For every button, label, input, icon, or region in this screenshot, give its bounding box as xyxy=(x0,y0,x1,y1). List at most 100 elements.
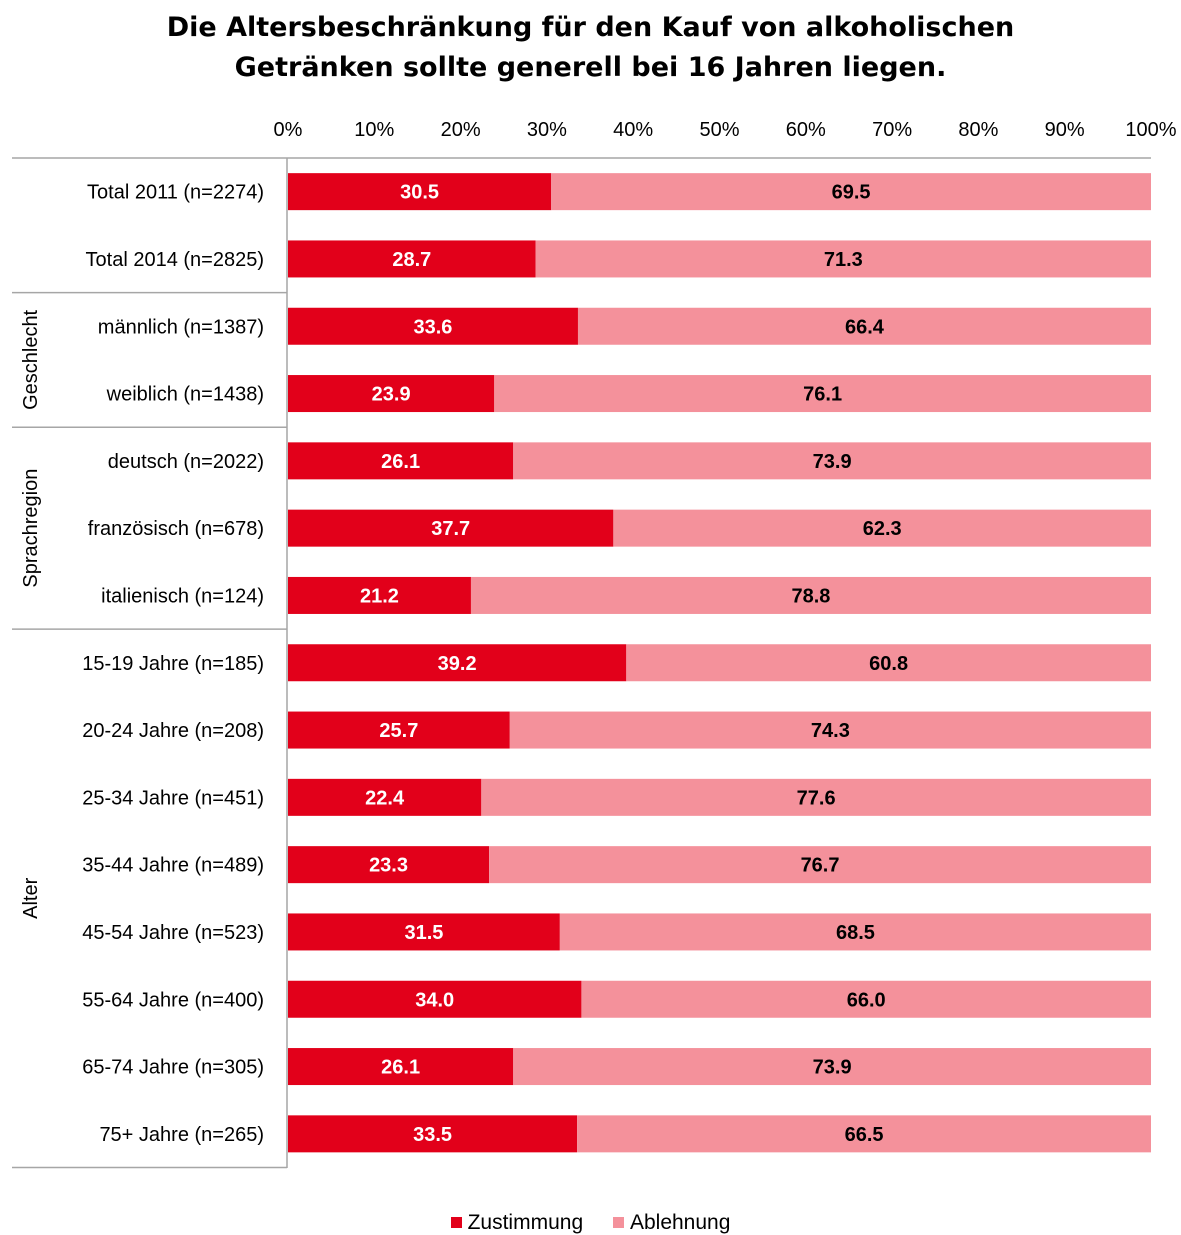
bar-segment-zustimmung xyxy=(288,980,582,1018)
category-label: männlich (n=1387) xyxy=(98,316,264,338)
bar-segment-ablehnung xyxy=(470,576,1151,614)
data-label-ablehnung: 74.3 xyxy=(811,720,850,742)
data-label-zustimmung: 23.3 xyxy=(369,855,408,877)
data-label-zustimmung: 26.1 xyxy=(381,1057,420,1079)
bar-segment-ablehnung xyxy=(581,980,1151,1018)
x-tick-label: 20% xyxy=(441,119,481,141)
bar-segment-zustimmung xyxy=(288,576,471,614)
chart-title-line-2: Getränken sollte generell bei 16 Jahren … xyxy=(234,52,947,83)
group-label: Sprachregion xyxy=(20,469,42,588)
chart-title: Die Altersbeschränkung für den Kauf von … xyxy=(0,8,1181,88)
bar-segment-ablehnung xyxy=(577,307,1151,345)
bar-segment-zustimmung xyxy=(288,375,495,413)
data-label-ablehnung: 66.4 xyxy=(845,316,885,338)
bar-segment-zustimmung xyxy=(288,442,514,480)
legend-item-zustimmung: Zustimmung xyxy=(450,1210,584,1235)
bar-segment-zustimmung xyxy=(288,173,552,211)
bar-segment-ablehnung xyxy=(513,442,1151,480)
bar-segment-ablehnung xyxy=(481,778,1151,816)
category-label: 65-74 Jahre (n=305) xyxy=(82,1057,264,1079)
category-label: 20-24 Jahre (n=208) xyxy=(82,720,264,742)
category-label: französisch (n=678) xyxy=(88,518,264,540)
category-label: Total 2011 (n=2274) xyxy=(87,182,264,204)
bar-segment-ablehnung xyxy=(535,240,1151,278)
data-label-zustimmung: 33.5 xyxy=(413,1124,452,1146)
legend-swatch-ablehnung xyxy=(612,1217,624,1228)
data-label-ablehnung: 73.9 xyxy=(813,451,852,473)
bar-segment-zustimmung xyxy=(288,913,560,951)
x-tick-label: 60% xyxy=(786,119,826,141)
x-tick-label: 90% xyxy=(1045,119,1085,141)
stacked-bar-chart: 0% 10% 20% 30% 40% 50% 60% 70% 80% 90% 100% Total 2… xyxy=(12,119,1177,1169)
chart-title-line-1: Die Altersbeschränkung für den Kauf von … xyxy=(166,12,1015,43)
bar-segment-ablehnung xyxy=(577,1115,1151,1153)
bar-segment-ablehnung xyxy=(559,913,1151,951)
category-label: Total 2014 (n=2825) xyxy=(86,249,264,271)
bar-segment-zustimmung xyxy=(288,644,627,682)
category-label: 25-34 Jahre (n=451) xyxy=(82,787,264,809)
category-label: 75+ Jahre (n=265) xyxy=(99,1124,264,1146)
category-label: 55-64 Jahre (n=400) xyxy=(82,989,264,1011)
x-tick-label: 30% xyxy=(527,119,567,141)
data-label-ablehnung: 60.8 xyxy=(869,653,908,675)
data-label-zustimmung: 22.4 xyxy=(365,787,405,809)
legend-label-zustimmung: Zustimmung xyxy=(467,1210,584,1234)
data-label-zustimmung: 25.7 xyxy=(379,720,418,742)
data-label-ablehnung: 62.3 xyxy=(863,518,902,540)
legend-label-ablehnung: Ablehnung xyxy=(629,1210,731,1234)
data-label-zustimmung: 33.6 xyxy=(414,316,453,338)
bar-segment-ablehnung xyxy=(513,1048,1151,1086)
data-label-zustimmung: 26.1 xyxy=(381,451,420,473)
bar-segment-zustimmung xyxy=(288,778,482,816)
group-label: Alter xyxy=(20,877,42,918)
legend-swatch-zustimmung xyxy=(450,1217,462,1228)
data-label-ablehnung: 73.9 xyxy=(813,1057,852,1079)
data-label-ablehnung: 78.8 xyxy=(792,585,831,607)
x-tick-label: 40% xyxy=(613,119,653,141)
x-tick-label: 0% xyxy=(274,119,303,141)
data-label-ablehnung: 77.6 xyxy=(797,787,836,809)
category-label: deutsch (n=2022) xyxy=(108,451,264,473)
data-label-zustimmung: 30.5 xyxy=(400,182,439,204)
data-label-zustimmung: 37.7 xyxy=(431,518,470,540)
bar-segment-ablehnung xyxy=(613,509,1151,547)
x-tick-label: 100% xyxy=(1125,119,1176,141)
data-label-ablehnung: 66.5 xyxy=(845,1124,884,1146)
data-label-zustimmung: 21.2 xyxy=(360,585,399,607)
data-label-ablehnung: 66.0 xyxy=(847,989,886,1011)
data-label-ablehnung: 76.1 xyxy=(803,384,842,406)
data-label-ablehnung: 71.3 xyxy=(824,249,863,271)
bar-segment-zustimmung xyxy=(288,307,578,345)
bar-segment-ablehnung xyxy=(489,846,1152,884)
bar-segment-ablehnung xyxy=(551,173,1151,211)
data-label-zustimmung: 23.9 xyxy=(372,384,411,406)
bar-segment-zustimmung xyxy=(288,711,510,749)
bar-segment-ablehnung xyxy=(626,644,1151,682)
x-tick-label: 50% xyxy=(699,119,739,141)
category-label: 45-54 Jahre (n=523) xyxy=(82,922,264,944)
data-label-ablehnung: 76.7 xyxy=(801,855,840,877)
bar-segment-zustimmung xyxy=(288,1115,578,1153)
data-label-ablehnung: 68.5 xyxy=(836,922,875,944)
bar-segment-ablehnung xyxy=(509,711,1151,749)
bar-segment-ablehnung xyxy=(494,375,1152,413)
bar-segment-zustimmung xyxy=(288,240,536,278)
bar-segment-zustimmung xyxy=(288,509,614,547)
x-tick-label: 80% xyxy=(958,119,998,141)
data-label-zustimmung: 28.7 xyxy=(392,249,431,271)
category-label: 35-44 Jahre (n=489) xyxy=(82,855,264,877)
category-label: italienisch (n=124) xyxy=(101,585,264,607)
x-tick-label: 10% xyxy=(354,119,394,141)
category-label: 15-19 Jahre (n=185) xyxy=(82,653,264,675)
category-label: weiblich (n=1438) xyxy=(106,384,264,406)
bar-segment-zustimmung xyxy=(288,1048,514,1086)
legend: Zustimmung Ablehnung xyxy=(0,1210,1181,1235)
legend-item-ablehnung: Ablehnung xyxy=(612,1210,731,1235)
x-tick-label: 70% xyxy=(872,119,912,141)
data-label-zustimmung: 31.5 xyxy=(404,922,443,944)
bar-segment-zustimmung xyxy=(288,846,490,884)
data-label-zustimmung: 34.0 xyxy=(415,989,454,1011)
data-label-zustimmung: 39.2 xyxy=(438,653,477,675)
group-label: Geschlecht xyxy=(20,309,42,409)
data-label-ablehnung: 69.5 xyxy=(832,182,871,204)
